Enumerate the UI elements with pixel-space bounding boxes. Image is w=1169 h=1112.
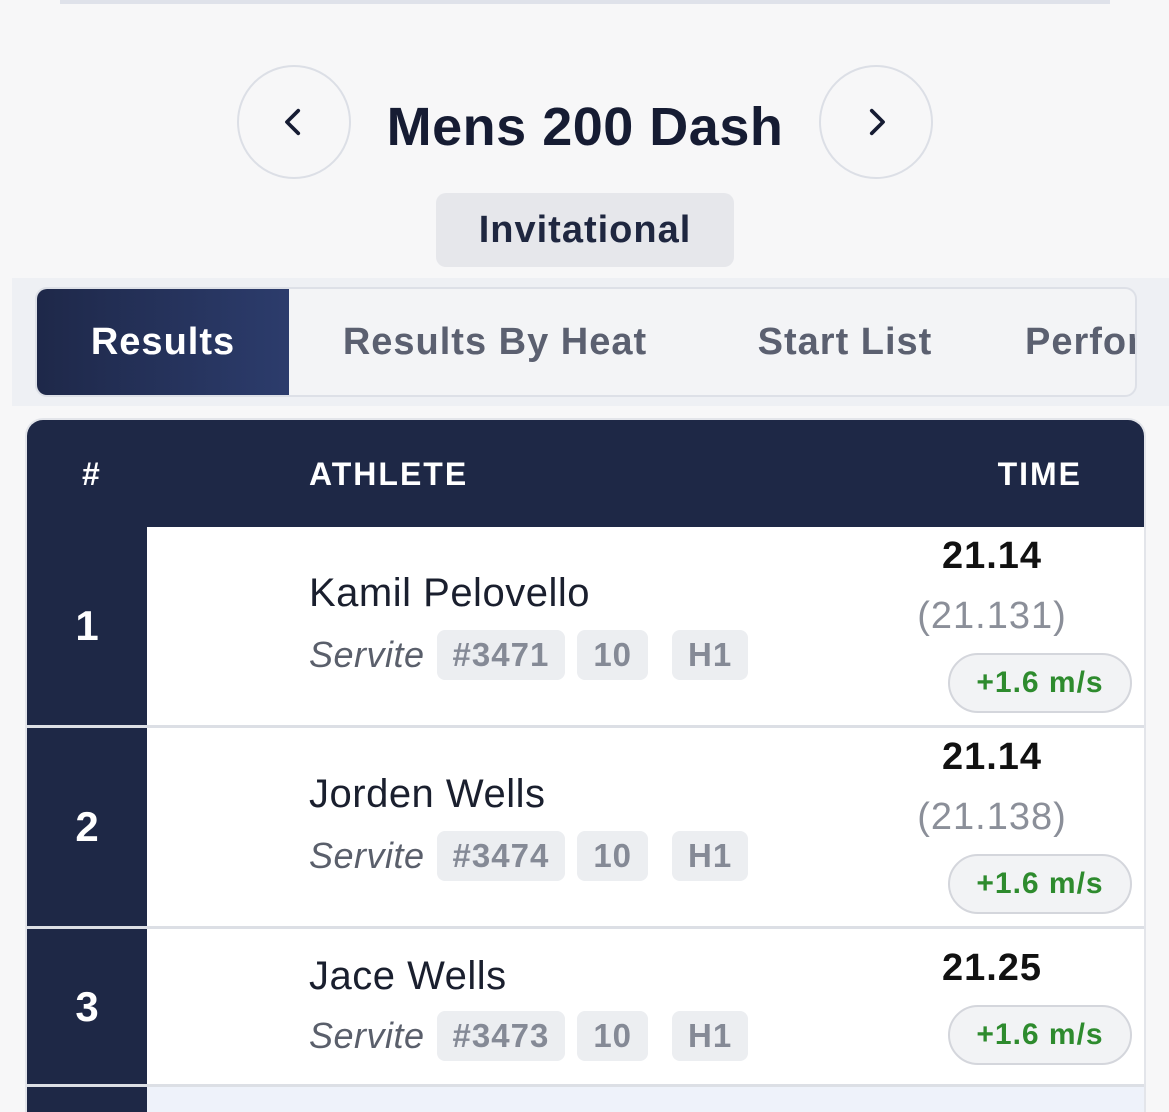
heat-chip: H1 [672, 630, 749, 680]
athlete-meta: Servite #3474 10 H1 [309, 831, 760, 881]
table-row[interactable]: 2 Jorden Wells Servite #3474 10 H1 21.14… [27, 728, 1144, 929]
bib-chip: #3471 [436, 630, 566, 680]
header-time: TIME [997, 456, 1082, 492]
event-title: Mens 200 Dash [386, 97, 784, 157]
results-table: # ATHLETE TIME 1 Kamil Pelovello Servite… [27, 420, 1144, 1112]
school-name: Servite [309, 1015, 425, 1056]
school-name: Servite [309, 634, 425, 675]
next-event-button[interactable] [819, 65, 933, 179]
grade-chip: 10 [577, 630, 649, 680]
previous-event-button[interactable] [237, 65, 351, 179]
time-value: 21.25 [941, 947, 1043, 989]
top-divider [60, 0, 1110, 4]
heat-chip: H1 [672, 1011, 749, 1061]
chevron-right-icon [869, 108, 885, 136]
rank-cell: 3 [27, 929, 147, 1084]
athlete-meta: Servite #3471 10 H1 [309, 630, 760, 680]
athlete-name[interactable]: Jorden Wells [309, 772, 546, 816]
school-name: Servite [309, 835, 425, 876]
division-badge: Invitational [436, 193, 734, 267]
chevron-left-icon [285, 108, 301, 136]
table-row[interactable] [27, 1087, 1144, 1112]
time-value: 21.14 [941, 535, 1043, 577]
tab-results-by-heat[interactable]: Results By Heat [342, 320, 648, 363]
time-precise: (21.131) [917, 595, 1067, 637]
tab-performance[interactable]: Perfor [1025, 320, 1137, 363]
tab-results[interactable]: Results [37, 289, 289, 395]
rank-cell [27, 1087, 147, 1112]
bib-chip: #3474 [436, 831, 566, 881]
tab-bar: Results Results By Heat Start List Perfo… [35, 287, 1137, 397]
wind-badge: +1.6 m/s [948, 653, 1132, 713]
table-row[interactable]: 1 Kamil Pelovello Servite #3471 10 H1 21… [27, 527, 1144, 728]
grade-chip: 10 [577, 831, 649, 881]
heat-chip: H1 [672, 831, 749, 881]
table-row[interactable]: 3 Jace Wells Servite #3473 10 H1 21.25 +… [27, 929, 1144, 1087]
athlete-name[interactable]: Jace Wells [309, 954, 507, 998]
table-header: # ATHLETE TIME [27, 420, 1144, 527]
time-value: 21.14 [941, 736, 1043, 778]
tab-start-list[interactable]: Start List [757, 320, 933, 363]
wind-badge: +1.6 m/s [948, 854, 1132, 914]
athlete-meta: Servite #3473 10 H1 [309, 1011, 760, 1061]
header-athlete: ATHLETE [309, 456, 469, 492]
wind-badge: +1.6 m/s [948, 1005, 1132, 1065]
bib-chip: #3473 [436, 1011, 566, 1061]
athlete-name[interactable]: Kamil Pelovello [309, 571, 590, 615]
time-precise: (21.138) [917, 796, 1067, 838]
header-rank: # [82, 456, 102, 492]
grade-chip: 10 [577, 1011, 649, 1061]
rank-cell: 1 [27, 527, 147, 725]
rank-cell: 2 [27, 728, 147, 926]
